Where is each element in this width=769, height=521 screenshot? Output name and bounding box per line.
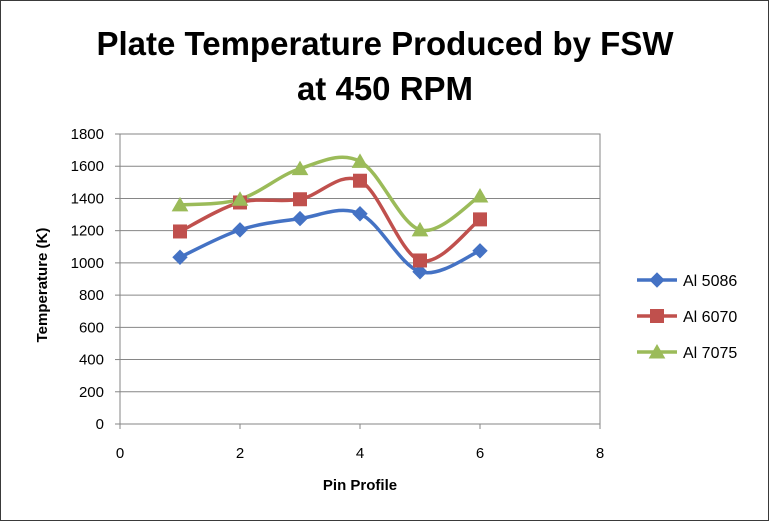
series-lines — [179, 155, 482, 275]
data-point-al-7075 — [231, 191, 249, 206]
x-tick-label: 4 — [356, 445, 364, 462]
data-point-al-7075 — [471, 188, 489, 203]
series-line-al-7075 — [179, 155, 481, 233]
data-point-al-5086 — [292, 210, 308, 227]
data-point-al-6070 — [413, 253, 427, 268]
axis-ticks: 0 200 400 600 800 1000 1200 1400 1600 1800 0 2 4 6 8 — [71, 126, 605, 462]
data-point-al-6070 — [353, 173, 367, 188]
legend-marker-al-7075 — [648, 343, 666, 359]
data-point-al-5086 — [352, 206, 368, 222]
x-tick-label: 2 — [236, 445, 244, 462]
x-tick-label: 0 — [116, 445, 124, 462]
y-tick-label: 1000 — [71, 255, 104, 272]
legend-label-al-6070: Al 6070 — [683, 309, 737, 326]
data-point-al-5086 — [232, 222, 248, 238]
chart-title-line-2: at 450 RPM — [297, 70, 473, 107]
data-point-al-7075 — [411, 221, 429, 237]
series-markers — [171, 153, 489, 280]
y-tick-label: 1800 — [71, 126, 104, 143]
legend-marker-al-5086 — [649, 272, 665, 288]
y-tick-label: 400 — [79, 352, 104, 369]
data-point-al-6070 — [293, 192, 307, 207]
y-axis-title: Temperature (K) — [34, 228, 51, 343]
legend-label-al-5086: Al 5086 — [683, 273, 737, 290]
legend-label-al-7075: Al 7075 — [683, 345, 737, 362]
series-line-al-5086 — [179, 208, 481, 275]
data-point-al-5086 — [172, 249, 188, 265]
x-tick-label: 6 — [476, 445, 484, 462]
legend-marker-al-6070 — [650, 309, 664, 323]
y-tick-label: 1200 — [71, 223, 104, 240]
y-tick-label: 800 — [79, 287, 104, 304]
y-tick-label: 600 — [79, 319, 104, 336]
y-tick-label: 1400 — [71, 190, 104, 207]
x-axis-title: Pin Profile — [323, 477, 397, 494]
y-tick-label: 1600 — [71, 158, 104, 175]
data-point-al-6070 — [173, 224, 187, 239]
data-point-al-7075 — [291, 160, 309, 176]
data-point-al-6070 — [473, 212, 487, 227]
y-tick-label: 0 — [96, 416, 104, 433]
data-point-al-5086 — [412, 264, 428, 280]
x-tick-label: 8 — [596, 445, 604, 462]
legend: Al 5086 Al 6070 Al 7075 — [637, 272, 737, 362]
data-point-al-7075 — [351, 153, 369, 168]
series-line-al-6070 — [179, 176, 482, 263]
chart-title-line-1: Plate Temperature Produced by FSW — [96, 25, 674, 62]
y-tick-label: 200 — [79, 384, 104, 401]
data-point-al-5086 — [472, 243, 488, 259]
data-point-al-7075 — [171, 196, 189, 212]
